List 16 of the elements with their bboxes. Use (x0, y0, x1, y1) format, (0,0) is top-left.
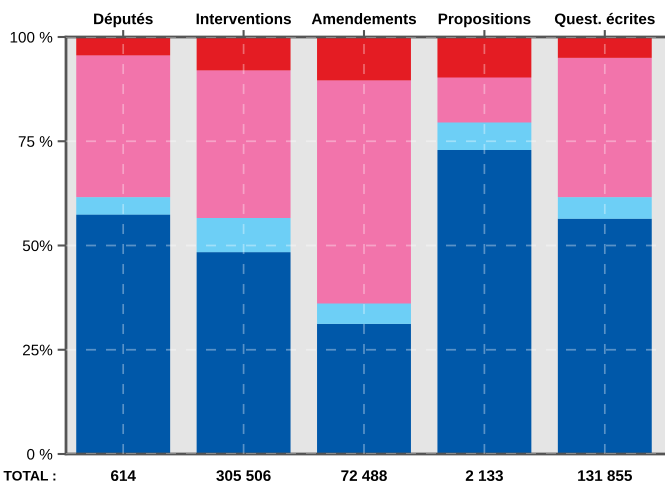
x-tick-label: Interventions (196, 13, 291, 24)
text: 614 (111, 470, 136, 482)
y-tick-label: 100 % (10, 32, 52, 43)
text: 305 506 (216, 470, 271, 482)
y-tick-label: 50% (22, 240, 52, 252)
y-tick-label: 75 % (18, 136, 52, 147)
x-tick-label: Députés (94, 12, 153, 28)
x-tick-label: Amendements (312, 13, 416, 24)
text: 2 133 (466, 470, 503, 482)
text: 72 488 (341, 470, 387, 482)
y-tick-label: 0 % (27, 448, 52, 460)
text: 131 855 (578, 470, 632, 482)
text: TOTAL : (4, 470, 56, 481)
y-tick-label: 25% (22, 344, 52, 356)
x-tick-label: Quest. écrites (554, 12, 655, 28)
x-tick-label: Propositions (438, 13, 530, 28)
